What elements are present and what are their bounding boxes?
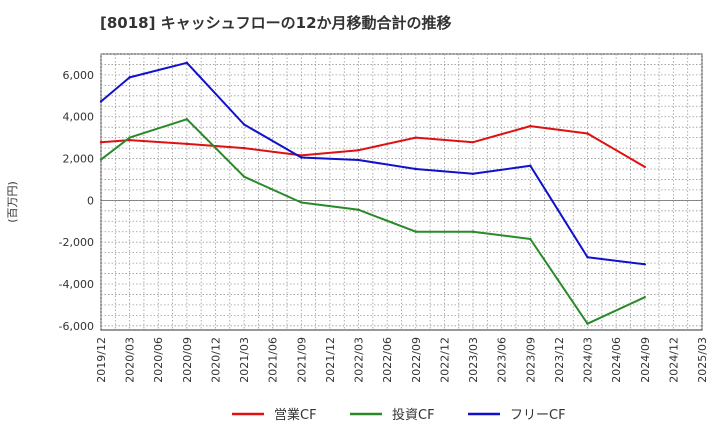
- y-axis-label: (百万円): [6, 181, 19, 223]
- data-point: [185, 61, 189, 64]
- x-tick-label: 2022/03: [353, 337, 366, 383]
- x-tick-label: 2023/06: [496, 337, 509, 383]
- data-point: [643, 263, 646, 266]
- data-point: [242, 123, 246, 126]
- x-tick-label: 2023/09: [524, 337, 537, 383]
- x-tick-label: 2024/09: [639, 337, 652, 383]
- y-axis: 6,000 4,000 2,000 0 -2,000 -4,000 -6,000: [59, 69, 94, 333]
- x-tick-label: 2023/03: [467, 337, 480, 383]
- data-point: [643, 165, 646, 169]
- data-point: [586, 256, 589, 259]
- legend: 営業CF 投資CF フリーCF: [232, 407, 566, 423]
- x-tick-label: 2021/09: [295, 337, 308, 383]
- data-point: [529, 124, 532, 128]
- x-tick-label: 2024/03: [582, 337, 595, 383]
- y-tick-label: 2,000: [63, 153, 95, 166]
- data-point: [643, 295, 646, 299]
- x-tick-label: 2020/06: [152, 337, 165, 383]
- legend-label: 投資CF: [392, 407, 435, 423]
- data-point: [414, 167, 418, 171]
- y-tick-label: -4,000: [59, 278, 94, 291]
- y-tick-label: 0: [87, 194, 94, 207]
- x-axis: 2019/12 2020/03 2020/06 2020/09 2020/12 2021/…: [95, 337, 709, 383]
- x-tick-label: 2021/03: [238, 337, 251, 383]
- series-layer: [99, 61, 646, 325]
- data-point: [242, 175, 246, 178]
- data-point: [357, 158, 360, 162]
- legend-label: 営業CF: [274, 407, 317, 423]
- x-tick-label: 2024/06: [610, 337, 623, 383]
- data-point: [414, 136, 418, 139]
- x-tick-label: 2020/03: [124, 337, 137, 383]
- data-point: [586, 322, 589, 325]
- x-tick-label: 2025/03: [696, 337, 709, 383]
- data-point: [357, 148, 360, 152]
- legend-label: フリーCF: [510, 408, 566, 423]
- data-point: [300, 201, 303, 204]
- x-tick-label: 2022/06: [381, 337, 394, 383]
- x-tick-label: 2022/09: [410, 337, 423, 383]
- chart-title: [8018] キャッシュフローの12か月移動合計の推移: [100, 14, 452, 32]
- data-point: [471, 230, 475, 233]
- data-point: [99, 141, 103, 144]
- data-point: [471, 141, 475, 144]
- x-tick-label: 2020/09: [181, 337, 194, 383]
- data-point: [529, 237, 532, 241]
- data-point: [242, 146, 246, 150]
- y-tick-label: 6,000: [63, 69, 95, 82]
- y-tick-label: -2,000: [59, 236, 94, 249]
- data-point: [586, 132, 589, 135]
- data-point: [300, 156, 303, 159]
- data-point: [414, 230, 418, 233]
- x-tick-label: 2022/12: [438, 337, 451, 383]
- x-tick-label: 2021/06: [267, 337, 280, 383]
- y-tick-label: -6,000: [59, 320, 94, 333]
- x-tick-label: 2019/12: [95, 337, 108, 383]
- data-point: [128, 76, 131, 79]
- data-point: [357, 208, 360, 211]
- data-point: [185, 118, 189, 121]
- data-point: [471, 172, 475, 176]
- x-tick-label: 2020/12: [209, 337, 222, 383]
- data-point: [185, 142, 189, 146]
- grid-layer: [100, 53, 703, 330]
- x-tick-label: 2023/12: [553, 337, 566, 383]
- data-point: [99, 100, 103, 103]
- y-tick-label: 4,000: [63, 111, 95, 124]
- data-point: [128, 136, 131, 139]
- data-point: [99, 158, 103, 161]
- data-point: [128, 138, 131, 142]
- data-point: [529, 164, 532, 167]
- x-tick-label: 2021/12: [324, 337, 337, 383]
- data-point: [300, 154, 303, 157]
- x-tick-label: 2024/12: [667, 337, 680, 383]
